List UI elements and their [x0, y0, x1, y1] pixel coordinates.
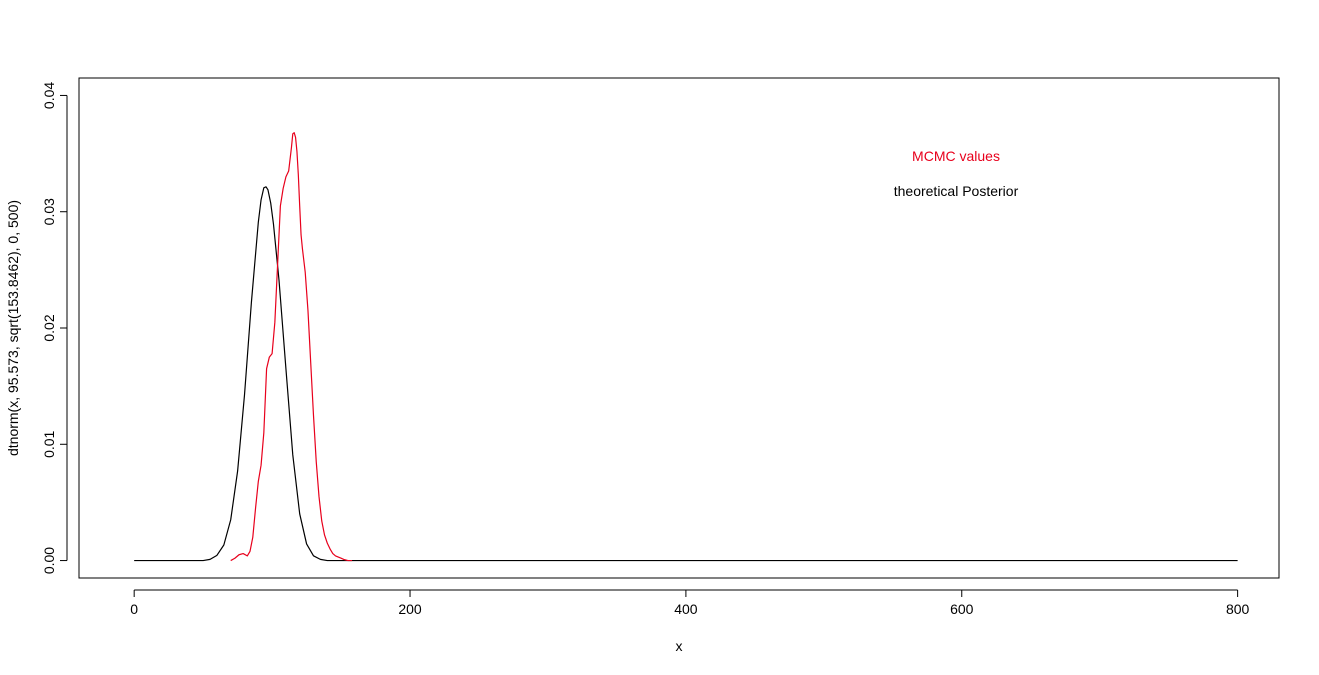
y-tick-label: 0.03 [41, 198, 57, 225]
series-group [134, 132, 1238, 562]
theoretical-posterior-line [134, 186, 1238, 562]
x-tick-label: 0 [130, 601, 138, 617]
y-tick-label: 0.01 [41, 430, 57, 457]
y-axis: 0.00 0.01 0.02 0.03 0.04 [41, 82, 68, 574]
plot-frame [78, 77, 1280, 579]
legend-entry-theoretical-posterior: theoretical Posterior [894, 183, 1019, 199]
legend-entry-mcmc-values: MCMC values [912, 148, 1000, 164]
x-tick-label: 200 [398, 601, 422, 617]
x-tick-label: 400 [674, 601, 698, 617]
x-tick-label: 800 [1226, 601, 1250, 617]
mcmc-values-line [230, 132, 353, 562]
y-tick-label: 0.00 [41, 547, 57, 574]
y-tick-label: 0.04 [41, 82, 57, 109]
legend: MCMC values theoretical Posterior [894, 148, 1019, 199]
x-tick-label: 600 [950, 601, 974, 617]
y-tick-label: 0.02 [41, 314, 57, 341]
x-axis-label: x [676, 638, 683, 654]
y-axis-label: dtnorm(x, 95.573, sqrt(153.8462), 0, 500… [5, 200, 21, 456]
x-axis: 0 200 400 600 800 [130, 589, 1250, 617]
